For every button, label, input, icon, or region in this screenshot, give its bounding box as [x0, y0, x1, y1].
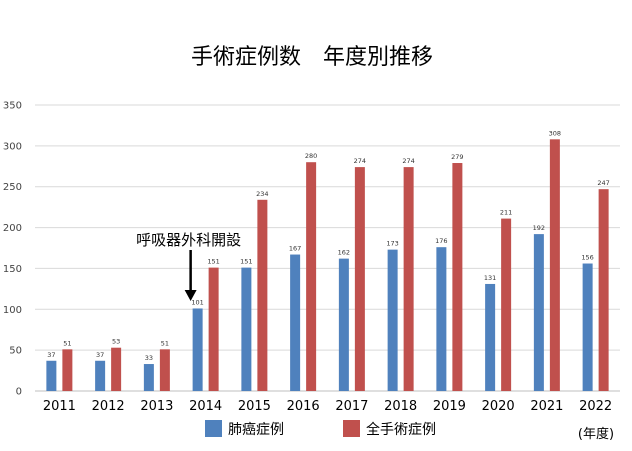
- bar-all-surgery: [403, 167, 414, 391]
- annotation: 呼吸器外科開設: [136, 231, 241, 301]
- bar-all-surgery: [62, 349, 73, 391]
- y-tick-label: 150: [3, 264, 22, 275]
- data-label: 151: [240, 258, 252, 266]
- data-label: 280: [305, 152, 317, 160]
- data-label: 234: [256, 190, 268, 198]
- data-label: 101: [191, 298, 203, 306]
- data-label: 211: [500, 209, 512, 217]
- x-tick-label: 2012: [92, 399, 125, 414]
- bar-lung-cancer: [436, 247, 447, 391]
- data-label: 53: [112, 338, 120, 346]
- bar-lung-cancer: [533, 234, 544, 391]
- bar-all-surgery: [598, 189, 609, 391]
- legend-label: 全手術症例: [366, 421, 436, 438]
- bar-lung-cancer: [192, 308, 203, 391]
- x-tick-label: 2021: [530, 399, 563, 414]
- x-tick-label: 2013: [140, 399, 173, 414]
- y-tick-label: 300: [3, 141, 22, 152]
- data-label: 51: [161, 339, 169, 347]
- data-label: 51: [63, 339, 71, 347]
- x-tick-label: 2014: [189, 399, 222, 414]
- legend-label: 肺癌症例: [228, 422, 284, 438]
- x-unit-label: (年度): [578, 426, 614, 442]
- down-arrow-icon: [184, 290, 197, 301]
- bar-all-surgery: [257, 199, 268, 391]
- bar-all-surgery: [354, 167, 365, 391]
- bar-lung-cancer: [46, 360, 57, 391]
- y-tick-label: 250: [3, 182, 22, 193]
- data-label: 37: [47, 351, 55, 359]
- x-tick-label: 2015: [238, 399, 271, 414]
- data-label: 279: [451, 153, 463, 161]
- legend-swatch: [205, 420, 222, 437]
- bar-all-surgery: [452, 163, 463, 391]
- y-tick-label: 350: [3, 101, 22, 112]
- bar-all-surgery: [111, 347, 122, 391]
- data-label: 33: [145, 354, 153, 362]
- x-tick-label: 2016: [287, 399, 320, 414]
- y-tick-label: 0: [16, 387, 22, 398]
- data-label: 192: [533, 224, 545, 232]
- data-label: 131: [484, 274, 496, 282]
- y-tick-label: 200: [3, 223, 22, 234]
- bar-all-surgery: [159, 349, 170, 391]
- data-label: 176: [435, 237, 447, 245]
- data-label: 156: [581, 254, 593, 262]
- data-label: 274: [402, 157, 414, 165]
- bar-all-surgery: [306, 162, 317, 391]
- data-label: 151: [207, 258, 219, 266]
- y-tick-label: 100: [3, 305, 22, 316]
- x-tick-label: 2017: [335, 399, 368, 414]
- legend: 肺癌症例 全手術症例: [205, 420, 436, 438]
- x-tick-label: 2022: [579, 399, 612, 414]
- gridlines: [35, 104, 620, 392]
- data-label: 247: [597, 179, 609, 187]
- bar-all-surgery: [208, 267, 219, 391]
- data-label: 173: [386, 240, 398, 248]
- bar-lung-cancer: [241, 267, 252, 391]
- bar-lung-cancer: [338, 258, 349, 391]
- data-label: 274: [354, 157, 366, 165]
- data-label: 167: [289, 245, 301, 253]
- x-tick-label: 2018: [384, 399, 417, 414]
- y-tick-label: 50: [9, 346, 22, 357]
- legend-swatch: [343, 420, 360, 437]
- data-label: 162: [338, 249, 350, 257]
- chart-title: 手術症例数 年度別推移: [191, 45, 433, 70]
- y-axis: 0 50 100 150 200 250 300 350: [3, 101, 22, 398]
- data-label: 37: [96, 351, 104, 359]
- bars: 37 51 37 53 33 51 101 151 151 234 167 280 162 274 173 2…: [46, 129, 610, 391]
- bar-lung-cancer: [387, 249, 398, 391]
- bar-all-surgery: [501, 218, 512, 391]
- bar-all-surgery: [549, 139, 560, 391]
- bar-lung-cancer: [582, 263, 593, 391]
- bar-lung-cancer: [143, 364, 154, 391]
- bar-lung-cancer: [485, 283, 496, 391]
- annotation-text: 呼吸器外科開設: [136, 231, 241, 249]
- bar-lung-cancer: [290, 254, 301, 391]
- x-tick-label: 2019: [433, 399, 466, 414]
- x-tick-label: 2011: [43, 399, 76, 414]
- x-axis: 2011 2012 2013 2014 2015 2016 2017 2018 2019 2020…: [43, 399, 612, 414]
- data-label: 308: [549, 129, 561, 137]
- bar-lung-cancer: [95, 360, 106, 391]
- x-tick-label: 2020: [482, 399, 515, 414]
